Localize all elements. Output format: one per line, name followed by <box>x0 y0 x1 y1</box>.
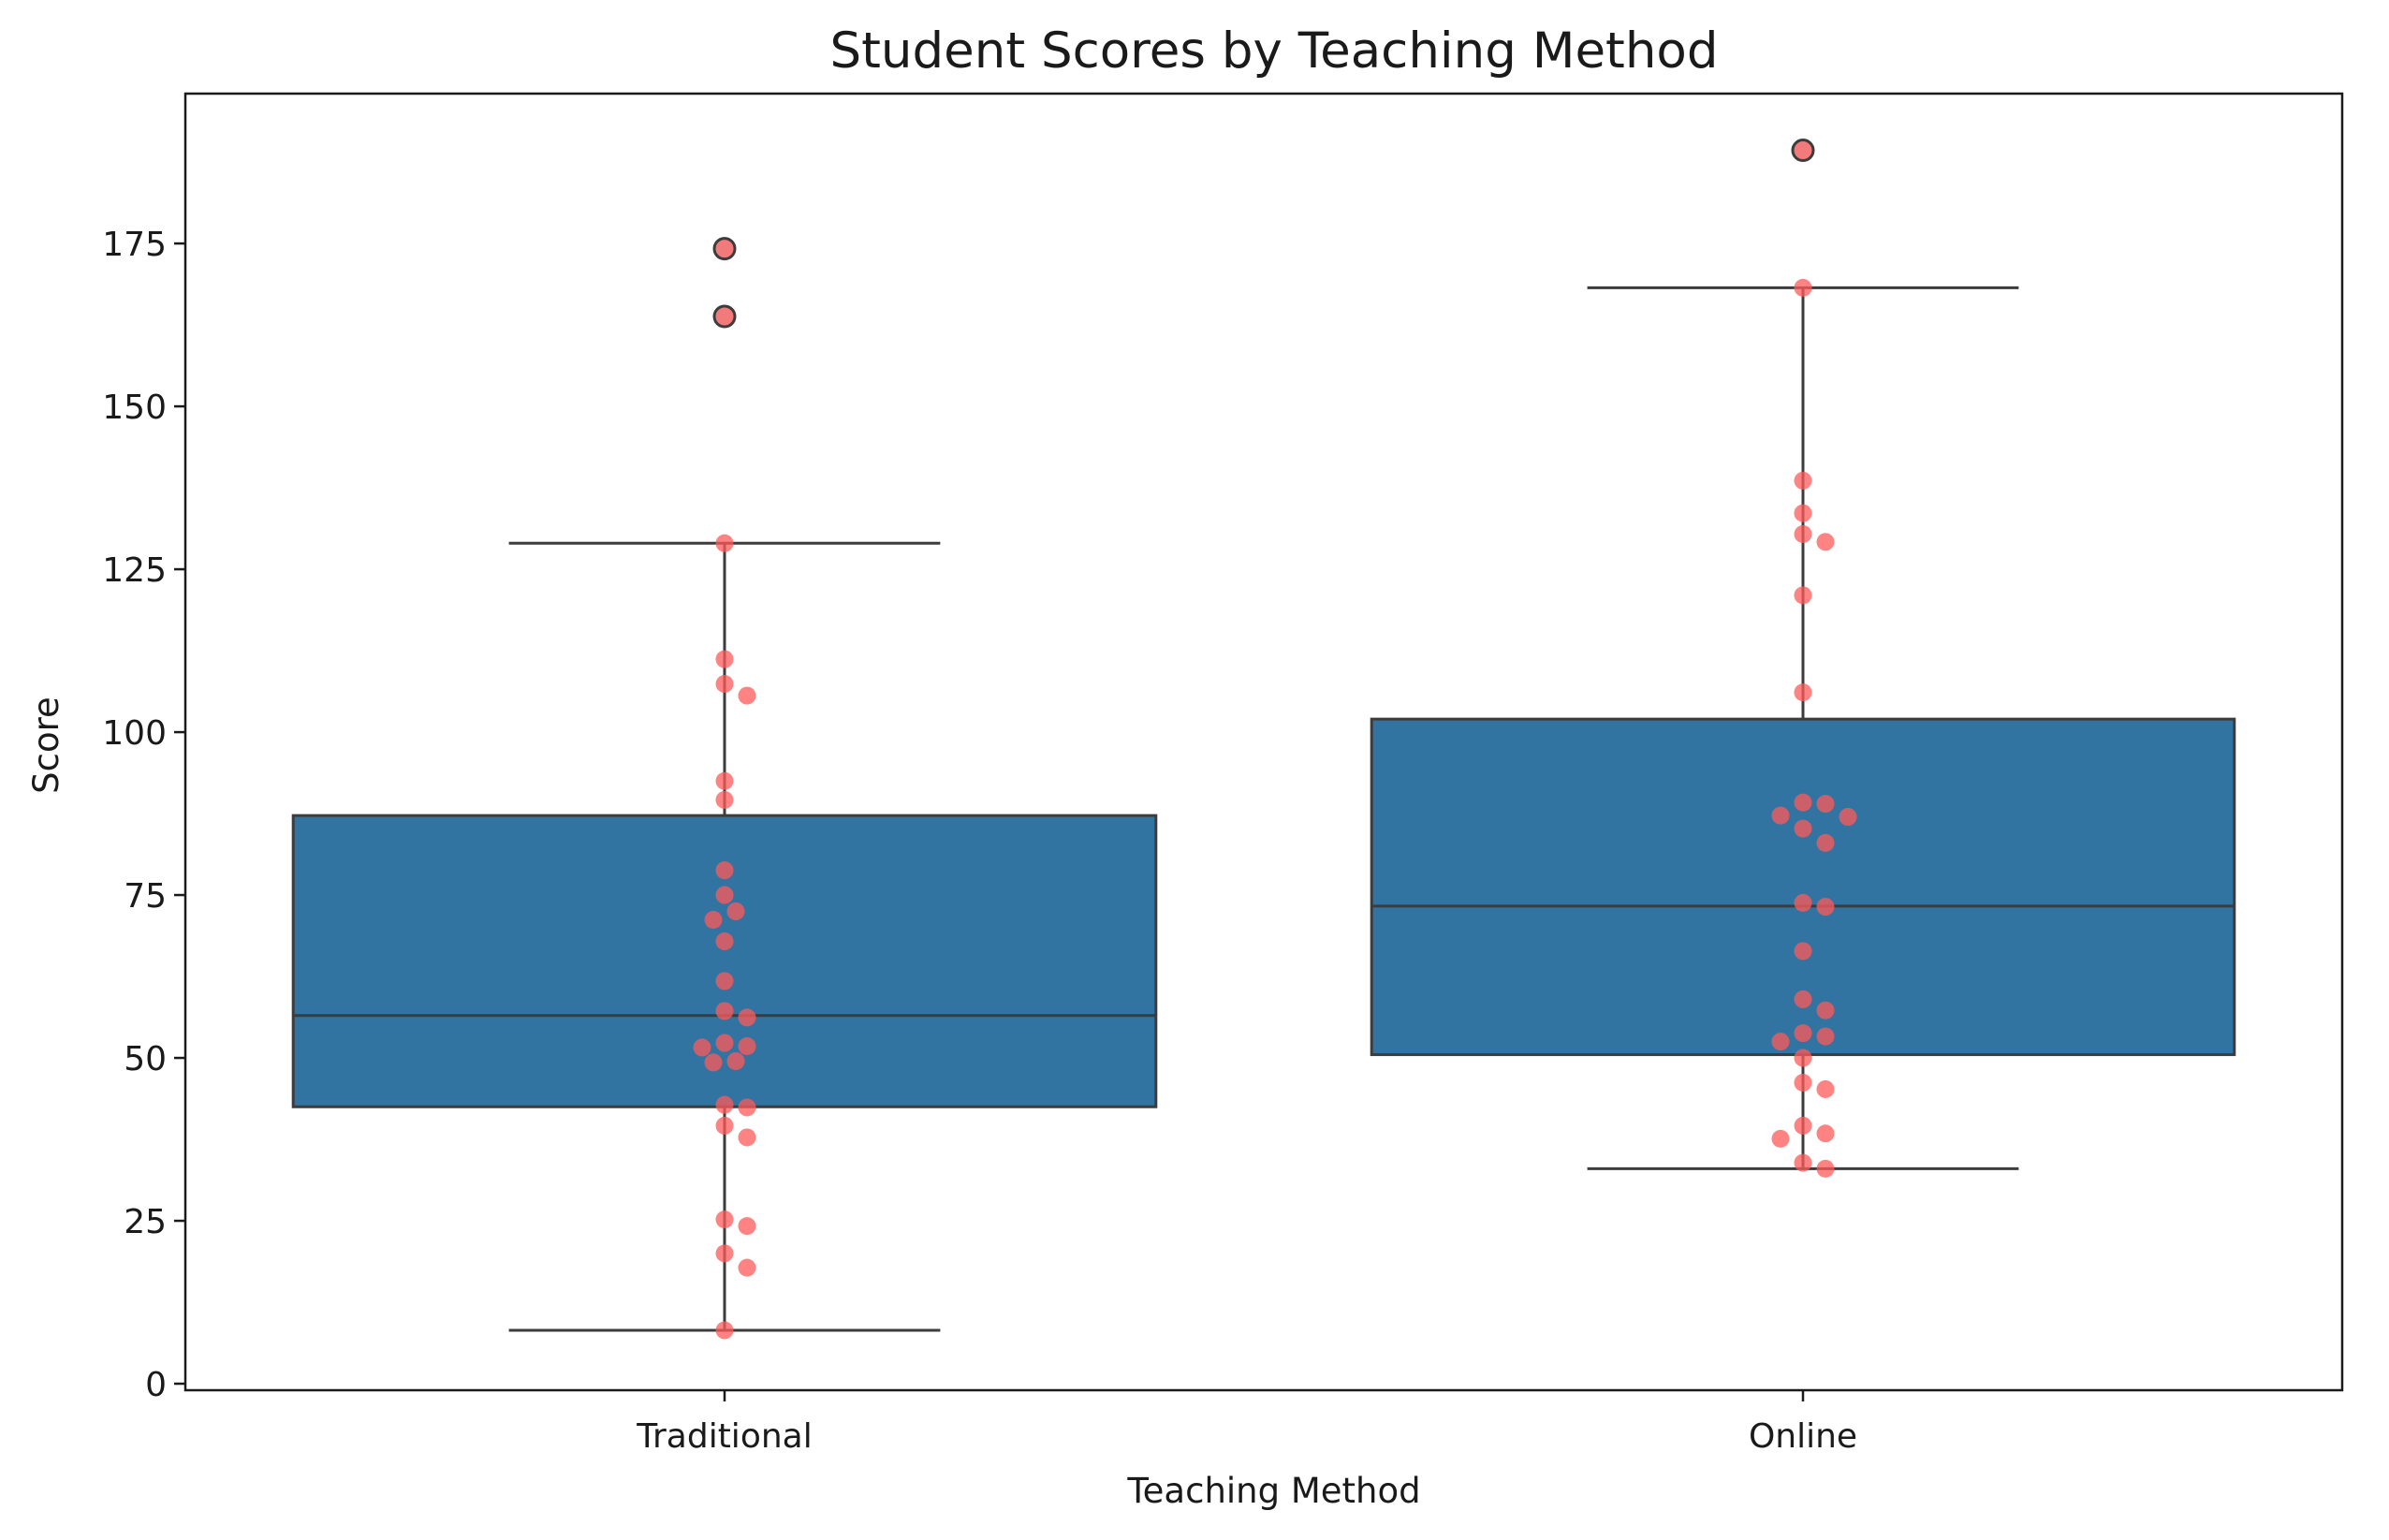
data-point <box>715 675 734 694</box>
plot-frame <box>183 92 2344 1392</box>
data-point <box>715 931 734 950</box>
y-axis: 0 25 50 75 100 125 150 175 <box>102 226 185 1404</box>
y-tick-label: 75 <box>124 877 167 916</box>
outlier-point <box>1791 139 1815 163</box>
data-point <box>715 1002 734 1020</box>
data-point <box>1794 278 1812 297</box>
data-point <box>738 1258 756 1277</box>
data-point <box>1816 1027 1835 1046</box>
data-point <box>726 902 745 920</box>
data-point <box>715 790 734 809</box>
data-point <box>715 1095 734 1114</box>
y-tick-label: 100 <box>102 714 167 753</box>
data-point <box>1771 1033 1790 1051</box>
y-tick-label: 150 <box>102 389 167 427</box>
data-point <box>704 1053 723 1072</box>
data-point <box>738 1217 756 1236</box>
y-tick-label: 25 <box>124 1203 167 1241</box>
data-point <box>1794 471 1812 490</box>
data-point <box>1794 942 1812 961</box>
x-tick-label: Traditional <box>636 1417 812 1456</box>
data-point <box>715 1034 734 1052</box>
data-point <box>738 1128 756 1147</box>
y-tick-label: 0 <box>145 1366 167 1404</box>
chart-title: Student Scores by Teaching Method <box>829 22 1718 80</box>
data-point <box>715 771 734 790</box>
data-point <box>1794 1153 1812 1172</box>
data-point <box>1816 833 1835 852</box>
data-point <box>1794 793 1812 812</box>
y-axis-label: Score <box>26 697 66 794</box>
data-point <box>1771 806 1790 825</box>
data-point <box>1794 504 1812 522</box>
data-point <box>1816 898 1835 917</box>
data-point <box>1794 893 1812 912</box>
data-point <box>1794 1073 1812 1092</box>
outlier-point <box>712 304 737 329</box>
data-point <box>715 1321 734 1340</box>
x-axis: Traditional Online <box>636 1390 1857 1456</box>
data-point <box>1794 683 1812 702</box>
data-point <box>715 1210 734 1229</box>
data-point <box>1794 1024 1812 1043</box>
data-point <box>715 861 734 880</box>
box-group-traditional <box>291 237 1158 1340</box>
data-point <box>715 650 734 668</box>
data-point <box>693 1038 711 1057</box>
data-point <box>1816 533 1835 551</box>
data-point <box>1771 1129 1790 1148</box>
data-point <box>715 1116 734 1135</box>
data-point <box>1794 586 1812 605</box>
data-point <box>1816 795 1835 814</box>
data-point <box>1816 1159 1835 1178</box>
data-point <box>715 1244 734 1263</box>
plot-area <box>183 92 2344 1392</box>
data-point <box>1816 1124 1835 1143</box>
data-point <box>715 972 734 990</box>
data-point <box>1794 819 1812 838</box>
data-point <box>1794 1049 1812 1067</box>
data-point <box>715 886 734 904</box>
data-point <box>704 911 723 930</box>
iqr-box <box>291 814 1158 1108</box>
data-point <box>1839 808 1857 827</box>
data-point <box>738 686 756 705</box>
data-point <box>738 1008 756 1027</box>
data-point <box>738 1037 756 1056</box>
y-tick-label: 125 <box>102 551 167 590</box>
data-point <box>1816 1079 1835 1098</box>
data-point <box>1816 1001 1835 1019</box>
y-tick-label: 50 <box>124 1040 167 1078</box>
data-point <box>738 1098 756 1117</box>
data-point <box>1794 524 1812 543</box>
data-point <box>726 1052 745 1071</box>
data-point <box>1794 1116 1812 1135</box>
outlier-point <box>712 237 737 261</box>
x-tick-label: Online <box>1749 1417 1857 1456</box>
data-point <box>715 534 734 552</box>
box-group-online <box>1370 139 2236 1178</box>
x-axis-label: Teaching Method <box>1126 1471 1420 1511</box>
data-point <box>1794 990 1812 1008</box>
y-tick-label: 175 <box>102 226 167 264</box>
